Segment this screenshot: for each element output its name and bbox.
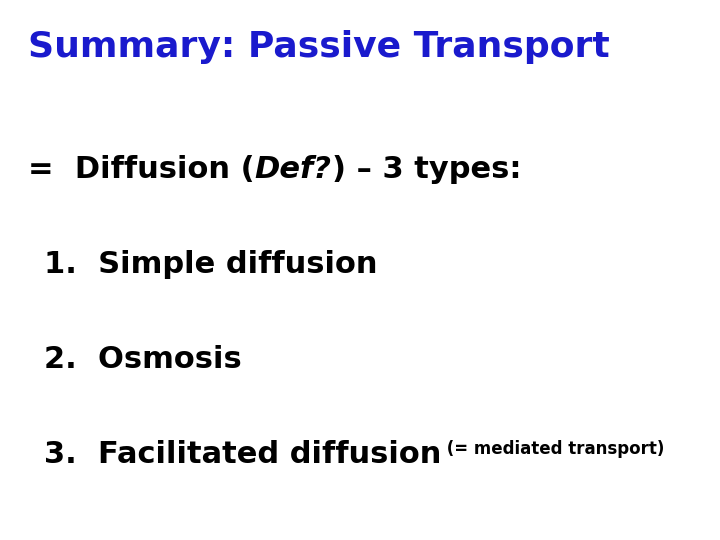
Text: 2.  Osmosis: 2. Osmosis: [44, 345, 242, 374]
Text: =  Diffusion (: = Diffusion (: [28, 155, 255, 184]
Text: (= mediated transport): (= mediated transport): [441, 440, 665, 458]
Text: ) – 3 types:: ) – 3 types:: [332, 155, 521, 184]
Text: Summary: Passive Transport: Summary: Passive Transport: [28, 30, 610, 64]
Text: 3.  Facilitated diffusion: 3. Facilitated diffusion: [44, 440, 441, 469]
Text: 1.  Simple diffusion: 1. Simple diffusion: [44, 250, 377, 279]
Text: Def?: Def?: [255, 155, 332, 184]
